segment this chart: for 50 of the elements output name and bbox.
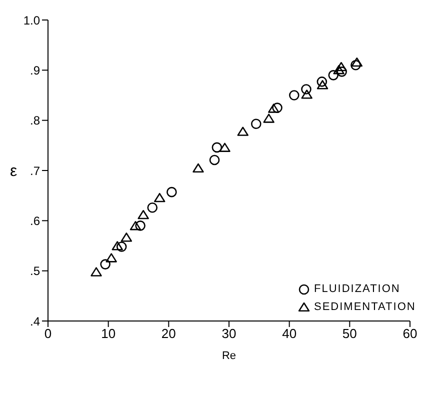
x-tick-label: 50: [342, 326, 357, 342]
point: [336, 62, 347, 72]
point: [219, 142, 230, 152]
point: [209, 154, 220, 166]
point: [251, 118, 262, 129]
point: [112, 241, 123, 250]
point: [135, 220, 146, 231]
point: [289, 90, 300, 100]
point: [90, 267, 102, 276]
point: [116, 242, 127, 252]
x-tick-label: 30: [222, 326, 236, 342]
legend-label: SEDIMENTATION: [314, 301, 416, 313]
y-axis-title: ε: [10, 163, 18, 180]
point: [350, 60, 361, 70]
point: [154, 192, 166, 202]
point: [336, 66, 347, 77]
point: [106, 253, 117, 262]
y-tick-label: .8: [30, 114, 40, 128]
point: [328, 70, 339, 80]
point: [147, 202, 158, 213]
y-tick-label: .6: [30, 214, 40, 228]
point: [100, 259, 110, 270]
y-tick-label: .5: [30, 264, 40, 278]
point: [316, 80, 328, 90]
y-tick-label: .4: [30, 314, 40, 328]
point: [268, 104, 280, 113]
point: [130, 221, 142, 230]
x-tick-label: 40: [282, 326, 297, 342]
x-tick-label: 60: [402, 326, 418, 342]
legend-label: FLUIDIZATION: [314, 283, 400, 295]
x-axis-title: Re: [222, 350, 236, 362]
y-tick-label: .9: [30, 63, 40, 78]
point: [212, 142, 222, 153]
point: [333, 65, 344, 74]
point: [301, 90, 312, 99]
point: [351, 57, 363, 67]
y-tick-label: .7: [30, 164, 40, 178]
point: [316, 76, 328, 87]
point: [272, 102, 282, 113]
point: [192, 163, 204, 173]
point: [263, 114, 274, 123]
point: [237, 126, 248, 136]
y-tick-label: 1.0: [23, 13, 40, 28]
x-tick-label: 10: [101, 326, 116, 342]
x-tick-label: 0: [44, 326, 52, 342]
point: [120, 232, 132, 242]
point: [301, 84, 312, 94]
point: [166, 186, 177, 198]
point: [138, 210, 149, 220]
x-tick-label: 20: [161, 326, 176, 342]
